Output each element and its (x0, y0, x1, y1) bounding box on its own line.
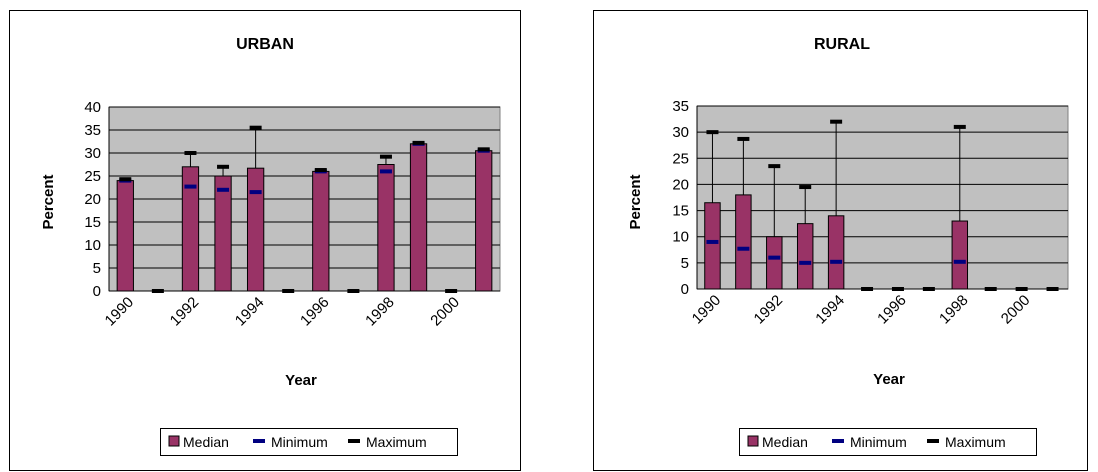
rural-minimum-marker (953, 259, 966, 264)
urban-y-tick-label: 0 (93, 283, 101, 300)
urban-legend-maximum-label: Maximum (366, 434, 427, 450)
rural-chart-title: RURAL (814, 36, 870, 53)
rural-legend-median-swatch (747, 435, 759, 447)
urban-median-bar (214, 175, 232, 292)
rural-minimum-marker (737, 246, 750, 251)
rural-maximum-marker (922, 287, 935, 291)
urban-maximum-marker (445, 289, 458, 293)
urban-y-tick-label: 40 (84, 99, 101, 116)
rural-minimum-marker (706, 239, 719, 244)
rural-maximum-marker (984, 287, 997, 291)
urban-y-tick-label: 5 (93, 260, 101, 277)
urban-y-tick-label: 35 (84, 122, 101, 139)
rural-y-tick-label: 30 (672, 124, 689, 141)
urban-y-axis-label: Percent (40, 174, 57, 229)
rural-y-tick-label: 20 (672, 176, 689, 193)
urban-legend-median-swatch (168, 435, 180, 447)
rural-maximum-marker (706, 130, 719, 135)
urban-minimum-marker (249, 190, 262, 195)
rural-maximum-marker (1046, 287, 1059, 291)
urban-median-bar (116, 180, 134, 292)
urban-maximum-marker (347, 289, 360, 293)
urban-median-bar (409, 143, 428, 292)
urban-legend-maximum-swatch (348, 439, 360, 443)
urban-legend-median-label: Median (183, 434, 229, 450)
rural-legend-box (739, 428, 1037, 456)
urban-maximum-marker (217, 164, 230, 169)
rural-median-bar (766, 236, 783, 290)
rural-y-tick-label: 15 (672, 203, 689, 220)
rural-y-tick-label: 35 (672, 98, 689, 115)
rural-legend: Median Minimum Maximum (739, 428, 1037, 456)
urban-y-tick-label: 20 (84, 191, 101, 208)
urban-legend-minimum-swatch (253, 439, 265, 443)
rural-maximum-marker (768, 164, 781, 169)
rural-maximum-marker (891, 287, 904, 291)
urban-chart-title: URBAN (236, 36, 294, 53)
rural-legend-maximum-label: Maximum (945, 434, 1006, 450)
urban-maximum-marker (412, 140, 425, 145)
urban-legend-minimum-label: Minimum (271, 434, 328, 450)
rural-minimum-marker (830, 259, 843, 264)
urban-maximum-marker (477, 147, 490, 152)
urban-y-tick-label: 10 (84, 237, 101, 254)
rural-median-bar (827, 215, 845, 290)
rural-plot-background (696, 105, 1069, 290)
urban-legend: Median Minimum Maximum (160, 428, 458, 456)
urban-minimum-marker (184, 184, 197, 189)
urban-maximum-marker (184, 151, 197, 155)
rural-maximum-marker (737, 136, 750, 141)
rural-legend-maximum-swatch (927, 439, 939, 443)
urban-minimum-marker (217, 187, 230, 192)
urban-y-tick-label: 25 (84, 168, 101, 185)
rural-minimum-marker (768, 255, 781, 260)
urban-maximum-marker (379, 154, 392, 159)
rural-legend-minimum-swatch (832, 439, 844, 443)
rural-x-axis-label: Year (873, 371, 905, 388)
rural-y-tick-label: 0 (681, 281, 689, 298)
urban-maximum-marker (151, 289, 164, 293)
rural-y-axis-label: Percent (627, 174, 644, 229)
urban-median-bar (377, 164, 395, 292)
rural-y-tick-label: 25 (672, 150, 689, 167)
urban-x-axis-label: Year (285, 372, 317, 389)
urban-maximum-marker (314, 168, 327, 173)
rural-legend-median-label: Median (762, 434, 808, 450)
rural-maximum-marker (1015, 287, 1028, 291)
rural-maximum-marker (830, 119, 843, 124)
rural-median-bar (704, 202, 721, 290)
rural-maximum-marker (799, 185, 812, 190)
rural-y-tick-label: 10 (672, 229, 689, 246)
rural-median-bar (735, 194, 752, 290)
urban-median-bar (475, 150, 493, 292)
urban-legend-box (160, 428, 458, 456)
urban-y-tick-label: 15 (84, 214, 101, 231)
rural-y-tick-label: 5 (681, 255, 689, 272)
rural-legend-minimum-label: Minimum (850, 434, 907, 450)
urban-maximum-marker (249, 125, 262, 130)
urban-maximum-marker (119, 177, 132, 182)
rural-maximum-marker (953, 124, 966, 129)
urban-y-tick-label: 30 (84, 145, 101, 162)
rural-median-bar (796, 223, 814, 290)
urban-median-bar (312, 170, 330, 292)
rural-median-bar (951, 220, 969, 290)
urban-median-bar (246, 167, 265, 292)
rural-minimum-marker (799, 260, 812, 265)
urban-minimum-marker (379, 169, 392, 174)
rural-maximum-marker (861, 287, 874, 291)
urban-maximum-marker (282, 289, 295, 293)
